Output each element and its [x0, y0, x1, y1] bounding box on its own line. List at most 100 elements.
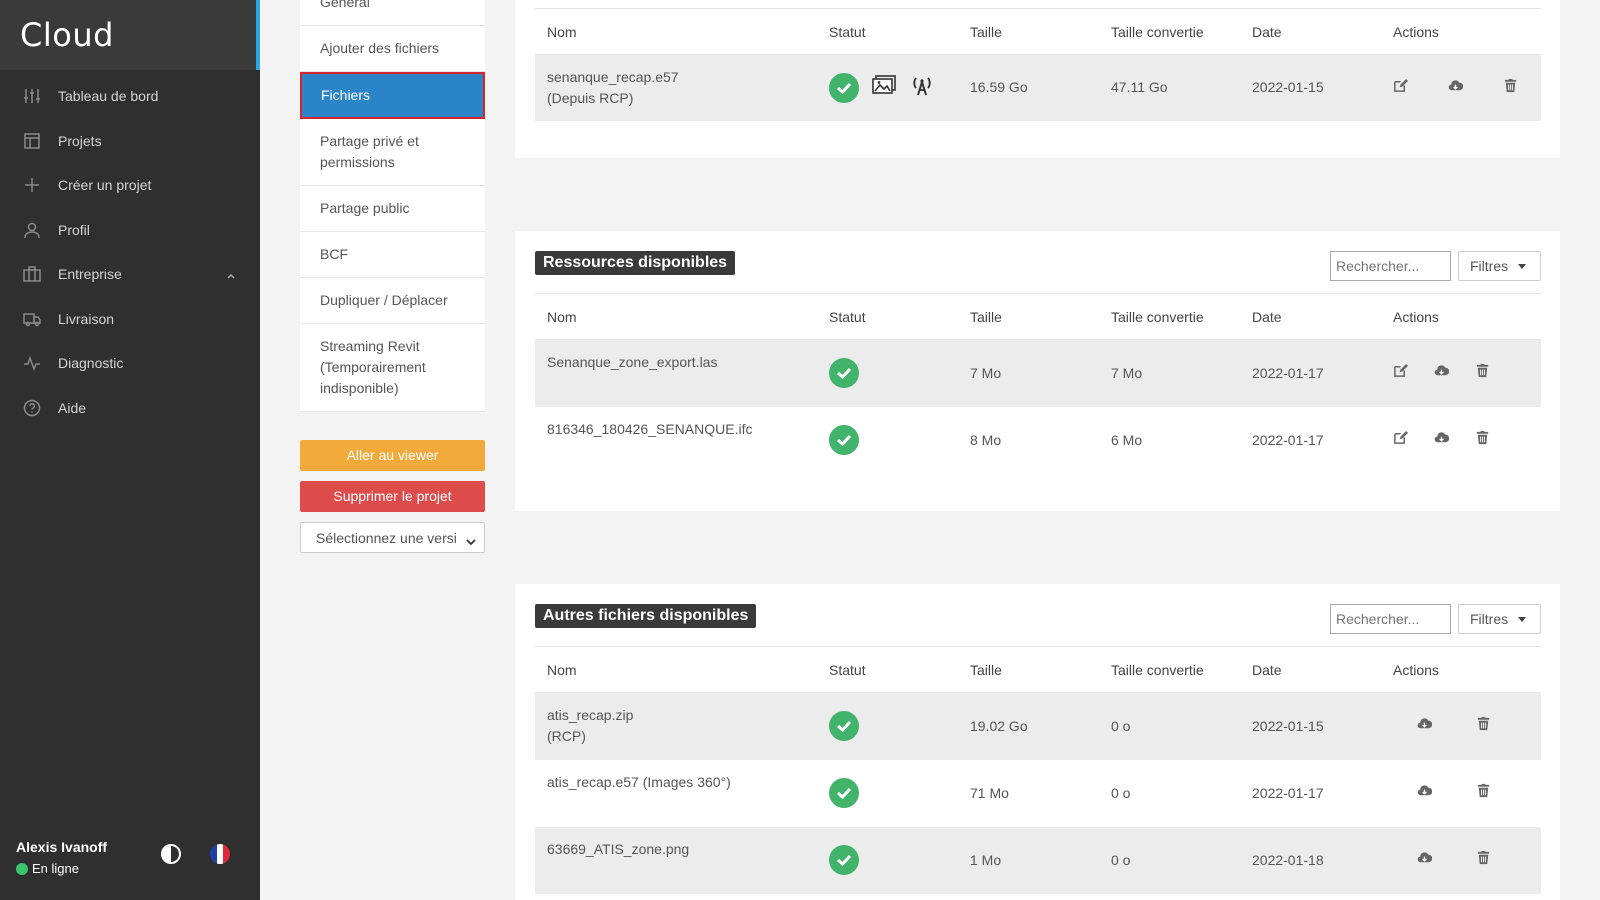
filters-label: Filtres	[1470, 258, 1509, 274]
go-to-viewer-button[interactable]: Aller au viewer	[300, 440, 485, 471]
converted-size-cell: 0 o	[1111, 784, 1131, 801]
submenu-item-add-files[interactable]: Ajouter des fichiers	[300, 26, 485, 72]
sliders-icon	[22, 86, 42, 106]
contrast-toggle-icon[interactable]	[161, 844, 181, 864]
sidebar-item-diagnostic[interactable]: Diagnostic	[0, 341, 260, 386]
date-cell: 2022-01-15	[1240, 692, 1381, 760]
filters-dropdown[interactable]: Filtres	[1458, 604, 1541, 634]
cloud-download-icon[interactable]	[1434, 430, 1450, 451]
trash-icon[interactable]	[1476, 716, 1491, 737]
sidebar-item-label: Diagnostic	[58, 355, 124, 372]
table-row: 816346_180426_SENANQUE.ifc 8 Mo 6 Mo 202…	[535, 407, 1541, 474]
user-info: Alexis Ivanoff En ligne	[16, 839, 107, 876]
trash-icon[interactable]	[1476, 850, 1491, 871]
french-flag-icon[interactable]	[210, 844, 230, 864]
delete-project-button[interactable]: Supprimer le projet	[300, 481, 485, 512]
cloud-download-icon[interactable]	[1417, 783, 1433, 804]
size-cell: 71 Mo	[970, 784, 1009, 801]
building-icon	[22, 264, 42, 284]
actions-cell	[1381, 339, 1541, 407]
sidebar-item-company[interactable]: Entreprise	[0, 252, 260, 297]
chevron-up-icon[interactable]	[226, 268, 236, 284]
col-status[interactable]: Statut	[817, 293, 958, 340]
version-select-value: Sélectionnez une versi	[316, 529, 457, 546]
col-date[interactable]: Date	[1240, 8, 1381, 55]
col-name[interactable]: Nom	[535, 8, 817, 55]
status-cell	[817, 760, 958, 827]
status-cell	[817, 692, 958, 760]
sidebar-item-profile[interactable]: Profil	[0, 208, 260, 253]
trash-icon[interactable]	[1503, 78, 1518, 99]
submenu-item-files[interactable]: Fichiers	[300, 72, 485, 119]
col-size[interactable]: Taille	[958, 8, 1099, 55]
sidebar-item-label: Aide	[58, 399, 87, 416]
sidebar-item-projects[interactable]: Projets	[0, 119, 260, 164]
converted-size-cell: 47.11 Go	[1099, 54, 1240, 121]
col-converted-size[interactable]: Taille convertie	[1099, 8, 1240, 55]
check-circle-icon	[829, 845, 859, 875]
sidebar-item-label: Entreprise	[58, 266, 122, 283]
converted-size-cell: 0 o	[1099, 692, 1240, 760]
col-size[interactable]: Taille	[958, 646, 1099, 693]
sidebar-item-dashboard[interactable]: Tableau de bord	[0, 74, 260, 119]
sidebar-item-delivery[interactable]: Livraison	[0, 297, 260, 342]
cloud-download-icon[interactable]	[1434, 363, 1450, 384]
table-row: 63669_ATIS_zone.png 1 Mo 0 o 2022-01-18	[535, 826, 1541, 894]
col-date[interactable]: Date	[1240, 293, 1381, 340]
edit-icon[interactable]	[1393, 430, 1408, 451]
panel-title: Ressources disponibles	[535, 251, 736, 275]
edit-icon[interactable]	[1393, 78, 1408, 99]
col-size[interactable]: Taille	[958, 293, 1099, 340]
cloud-download-icon[interactable]	[1417, 850, 1433, 871]
edit-icon[interactable]	[1393, 363, 1408, 384]
date-cell: 2022-01-17	[1240, 339, 1381, 407]
table-row: senanque_recap.e57 (Depuis RCP) 16.59 Go …	[535, 54, 1541, 121]
sidebar-item-create-project[interactable]: Créer un projet	[0, 163, 260, 208]
status-label: En ligne	[32, 861, 79, 876]
col-status[interactable]: Statut	[817, 646, 958, 693]
col-name[interactable]: Nom	[535, 293, 817, 340]
trash-icon[interactable]	[1476, 783, 1491, 804]
col-converted-size[interactable]: Taille convertie	[1099, 293, 1240, 340]
search-input[interactable]	[1330, 251, 1451, 281]
trash-icon[interactable]	[1475, 430, 1490, 451]
files-panel: Nom Statut Taille Taille convertie Date …	[515, 0, 1560, 158]
file-name-cell: atis_recap.zip (RCP)	[535, 692, 817, 760]
panel-title: Autres fichiers disponibles	[535, 604, 757, 628]
status-cell	[817, 54, 958, 121]
filters-dropdown[interactable]: Filtres	[1458, 251, 1541, 281]
table-header: Nom Statut Taille Taille convertie Date …	[535, 8, 1541, 55]
submenu-item-duplicate-move[interactable]: Dupliquer / Déplacer	[300, 278, 485, 324]
filters-label: Filtres	[1470, 611, 1509, 627]
image-icon	[871, 74, 897, 102]
cloud-download-icon[interactable]	[1448, 78, 1464, 99]
converted-size-cell: 7 Mo	[1099, 339, 1240, 407]
trash-icon[interactable]	[1475, 363, 1490, 384]
sidebar-item-label: Profil	[58, 221, 90, 238]
truck-icon	[22, 309, 42, 329]
file-name: Senanque_zone_export.las	[535, 339, 817, 407]
submenu-item-public-sharing[interactable]: Partage public	[300, 186, 485, 232]
submenu-item-general[interactable]: Général	[300, 0, 485, 26]
sidebar-item-help[interactable]: Aide	[0, 386, 260, 431]
submenu-item-streaming-revit[interactable]: Streaming Revit (Temporairement indispon…	[300, 324, 485, 412]
cloud-download-icon[interactable]	[1417, 716, 1433, 737]
search-input[interactable]	[1330, 604, 1451, 634]
submenu-item-private-sharing[interactable]: Partage privé et permissions	[300, 119, 485, 186]
caret-down-icon	[1518, 616, 1527, 622]
col-converted-size[interactable]: Taille convertie	[1099, 646, 1240, 693]
sidebar-item-label: Projets	[58, 132, 102, 149]
col-status[interactable]: Statut	[817, 8, 958, 55]
file-name: 816346_180426_SENANQUE.ifc	[547, 420, 753, 437]
version-select[interactable]: Sélectionnez une versi	[300, 522, 485, 553]
user-icon	[22, 220, 42, 240]
actions-cell	[1381, 54, 1541, 121]
col-name[interactable]: Nom	[535, 646, 817, 693]
col-actions: Actions	[1381, 646, 1541, 693]
table-row: Senanque_zone_export.las 7 Mo 7 Mo 2022-…	[535, 339, 1541, 407]
table-header: Nom Statut Taille Taille convertie Date …	[535, 293, 1541, 340]
brand[interactable]: Cloud	[0, 0, 260, 70]
actions-cell	[1381, 760, 1541, 827]
submenu-item-bcf[interactable]: BCF	[300, 232, 485, 278]
col-date[interactable]: Date	[1240, 646, 1381, 693]
